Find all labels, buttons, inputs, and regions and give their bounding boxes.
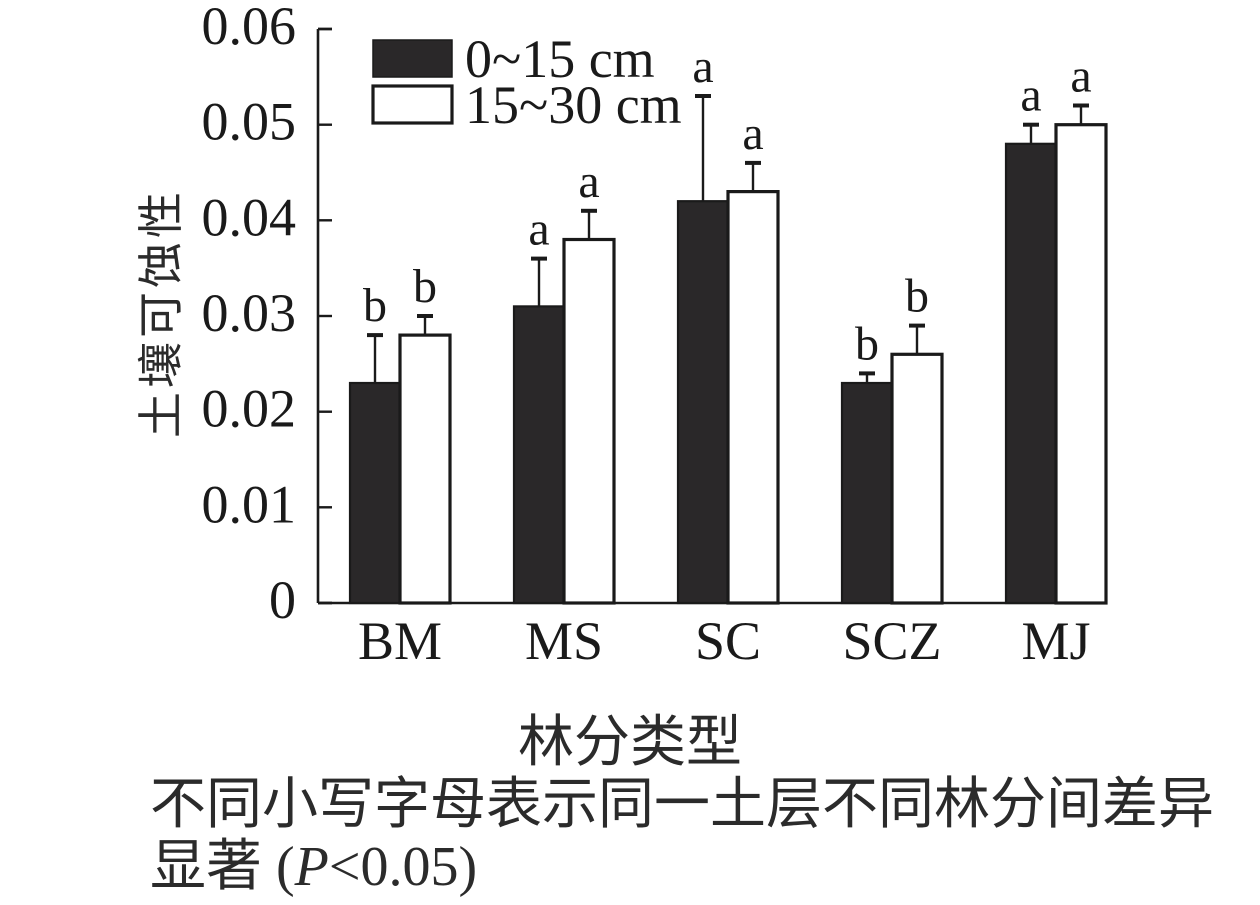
svg-text:b: b [363, 279, 387, 332]
svg-text:BM: BM [358, 611, 442, 671]
svg-text:0: 0 [269, 570, 296, 630]
svg-text:b: b [905, 270, 929, 323]
svg-text:a: a [692, 40, 713, 93]
svg-text:a: a [528, 203, 549, 256]
svg-text:0.06: 0.06 [202, 0, 297, 56]
svg-text:SC: SC [695, 611, 761, 671]
svg-text:0.02: 0.02 [202, 379, 297, 439]
svg-text:b: b [855, 317, 879, 370]
svg-text:b: b [413, 260, 437, 313]
svg-text:a: a [742, 107, 763, 160]
svg-text:0.05: 0.05 [202, 92, 297, 152]
svg-text:a: a [1070, 50, 1091, 103]
svg-text:a: a [1020, 69, 1041, 122]
svg-text:a: a [578, 155, 599, 208]
svg-text:SCZ: SCZ [842, 611, 941, 671]
svg-text:0.03: 0.03 [202, 283, 297, 343]
svg-text:0.01: 0.01 [202, 474, 297, 534]
svg-text:MJ: MJ [1021, 611, 1090, 671]
svg-text:MS: MS [525, 611, 603, 671]
svg-text:0.04: 0.04 [202, 187, 297, 247]
